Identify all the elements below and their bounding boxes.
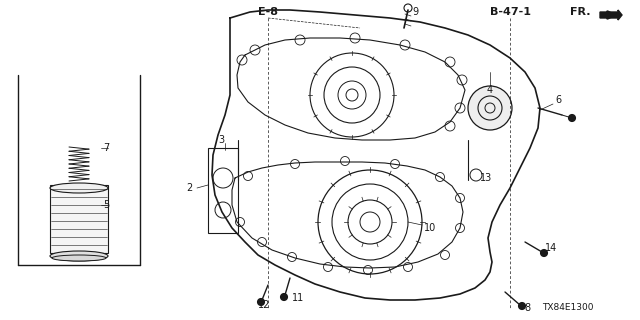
Circle shape — [518, 302, 525, 309]
Circle shape — [280, 293, 287, 300]
Text: 8: 8 — [524, 303, 530, 313]
Text: 5: 5 — [103, 200, 109, 210]
Circle shape — [257, 299, 264, 306]
Text: 7: 7 — [103, 143, 109, 153]
Polygon shape — [600, 10, 622, 20]
Text: 9: 9 — [412, 7, 418, 17]
Ellipse shape — [50, 183, 108, 193]
Bar — [208, 148, 238, 233]
Text: 3: 3 — [218, 135, 224, 145]
Circle shape — [541, 250, 547, 257]
Text: 4: 4 — [487, 85, 493, 95]
Ellipse shape — [52, 255, 106, 261]
Text: FR.: FR. — [570, 7, 591, 17]
Text: 14: 14 — [545, 243, 557, 253]
Ellipse shape — [50, 251, 108, 261]
Circle shape — [468, 86, 512, 130]
Text: B-47-1: B-47-1 — [490, 7, 531, 17]
Bar — [50, 185, 108, 253]
Text: 6: 6 — [555, 95, 561, 105]
Text: 2: 2 — [186, 183, 192, 193]
Text: E-8: E-8 — [258, 7, 278, 17]
Text: 11: 11 — [292, 293, 304, 303]
Text: 12: 12 — [258, 300, 270, 310]
Text: TX84E1300: TX84E1300 — [542, 303, 594, 313]
Text: 10: 10 — [424, 223, 436, 233]
Text: 13: 13 — [480, 173, 492, 183]
Circle shape — [568, 115, 575, 122]
